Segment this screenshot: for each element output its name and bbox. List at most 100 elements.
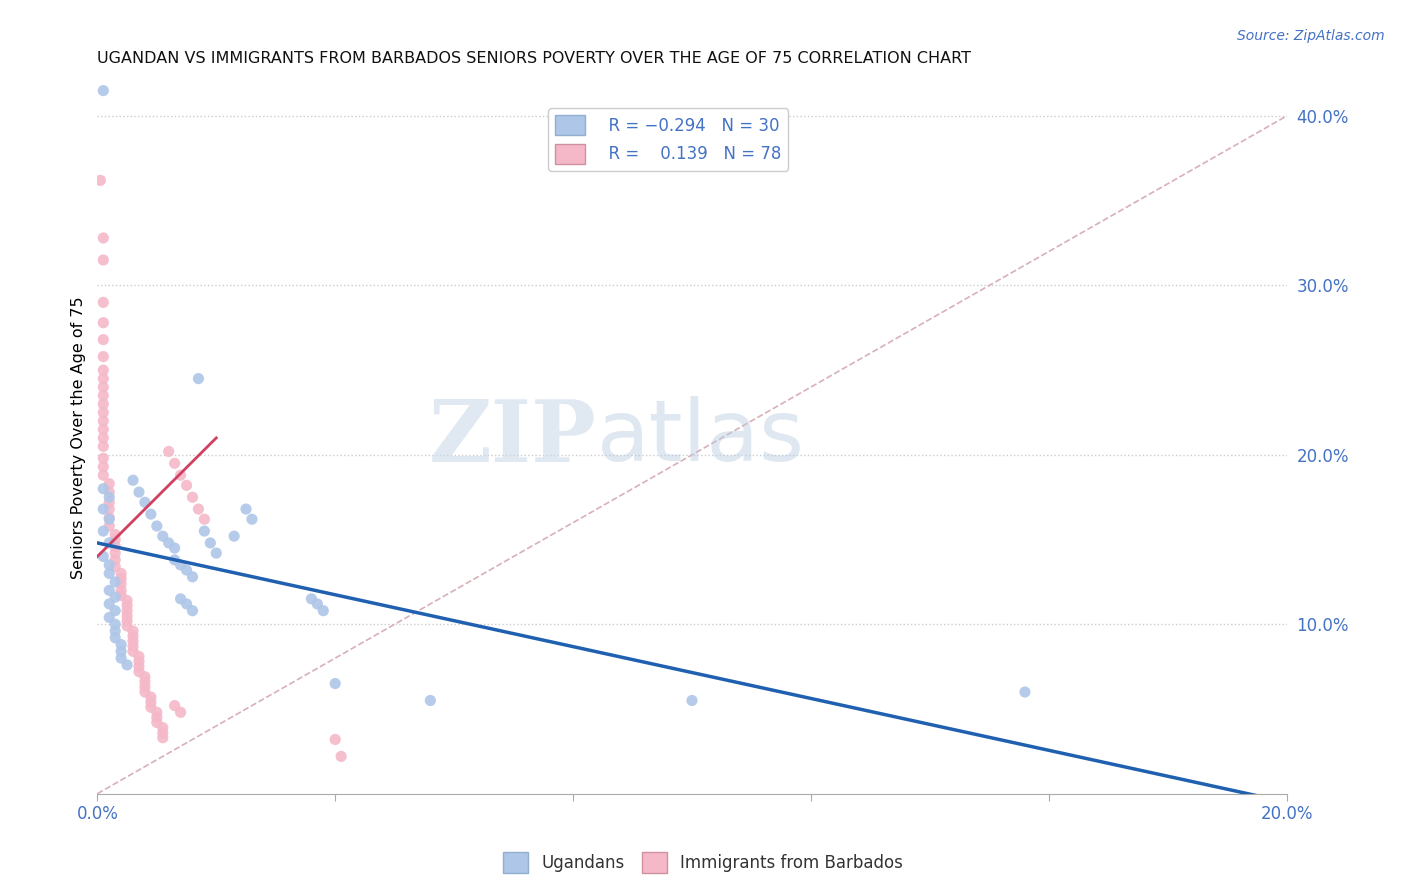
Point (1014, 685, 1036, 699)
Point (91, 295, 114, 310)
Point (330, 749, 353, 764)
Point (139, 700, 162, 714)
Point (115, 657, 138, 672)
Point (307, 597, 329, 611)
Point (122, 644, 145, 658)
Point (128, 659, 150, 673)
Point (110, 589, 132, 603)
Point (240, 512, 263, 526)
Point (91, 371, 114, 385)
Point (323, 676, 346, 690)
Point (98, 566, 121, 581)
Point (299, 591, 322, 606)
Point (91, 524, 114, 538)
Point (91, 388, 114, 402)
Legend:   R = −0.294   N = 30,   R =    0.139   N = 78: R = −0.294 N = 30, R = 0.139 N = 78 (548, 108, 789, 170)
Point (205, 546, 228, 560)
Point (110, 644, 132, 658)
Point (91, 231, 114, 245)
Point (110, 651, 132, 665)
Point (323, 732, 346, 747)
Point (224, 529, 246, 543)
Point (91, 414, 114, 428)
Point (104, 539, 127, 553)
Point (134, 685, 156, 699)
Y-axis label: Seniors Poverty Over the Age of 75: Seniors Poverty Over the Age of 75 (72, 296, 86, 579)
Point (98, 495, 121, 509)
Point (91, 422, 114, 436)
Point (139, 507, 162, 521)
Text: UGANDAN VS IMMIGRANTS FROM BARBADOS SENIORS POVERTY OVER THE AGE OF 75 CORRELATI: UGANDAN VS IMMIGRANTS FROM BARBADOS SENI… (97, 51, 972, 66)
Point (122, 473, 145, 487)
Point (146, 706, 169, 720)
Point (163, 456, 186, 470)
Point (104, 574, 127, 589)
Point (169, 468, 191, 483)
Point (169, 558, 191, 572)
Point (104, 617, 127, 632)
Point (98, 597, 121, 611)
Point (98, 536, 121, 550)
Point (104, 590, 127, 604)
Point (104, 559, 127, 574)
Point (104, 604, 127, 618)
Point (98, 610, 121, 624)
Point (104, 546, 127, 560)
Point (187, 502, 209, 516)
Point (152, 731, 174, 745)
Point (176, 563, 198, 577)
Point (169, 706, 191, 720)
Point (98, 485, 121, 500)
Point (115, 593, 138, 607)
Point (115, 599, 138, 613)
Point (157, 444, 180, 458)
Point (89, 173, 111, 187)
Point (91, 397, 114, 411)
Point (181, 570, 204, 584)
Point (91, 459, 114, 474)
Point (91, 451, 114, 466)
Point (110, 583, 132, 598)
Point (115, 608, 138, 623)
Point (104, 624, 127, 638)
Point (419, 693, 441, 707)
Point (115, 614, 138, 628)
Point (122, 634, 145, 648)
Point (139, 695, 162, 709)
Point (91, 468, 114, 483)
Point (98, 558, 121, 572)
Point (152, 529, 174, 543)
Point (128, 665, 150, 679)
Point (176, 478, 198, 492)
Point (163, 553, 186, 567)
Point (98, 502, 121, 516)
Point (169, 591, 191, 606)
Point (235, 502, 257, 516)
Point (91, 84, 114, 98)
Point (91, 549, 114, 564)
Point (91, 380, 114, 394)
Point (91, 431, 114, 445)
Point (98, 510, 121, 524)
Point (104, 527, 127, 541)
Point (139, 690, 162, 705)
Point (312, 604, 335, 618)
Point (134, 670, 156, 684)
Point (110, 576, 132, 591)
Text: Source: ZipAtlas.com: Source: ZipAtlas.com (1237, 29, 1385, 43)
Point (134, 495, 156, 509)
Point (91, 502, 114, 516)
Point (146, 519, 169, 533)
Point (91, 405, 114, 419)
Legend: Ugandans, Immigrants from Barbados: Ugandans, Immigrants from Barbados (496, 846, 910, 880)
Point (181, 604, 204, 618)
Point (98, 476, 121, 491)
Point (134, 680, 156, 694)
Point (91, 333, 114, 347)
Point (152, 721, 174, 735)
Point (200, 536, 222, 550)
Point (128, 649, 150, 664)
Point (110, 572, 132, 586)
Point (122, 629, 145, 643)
Point (681, 693, 703, 707)
